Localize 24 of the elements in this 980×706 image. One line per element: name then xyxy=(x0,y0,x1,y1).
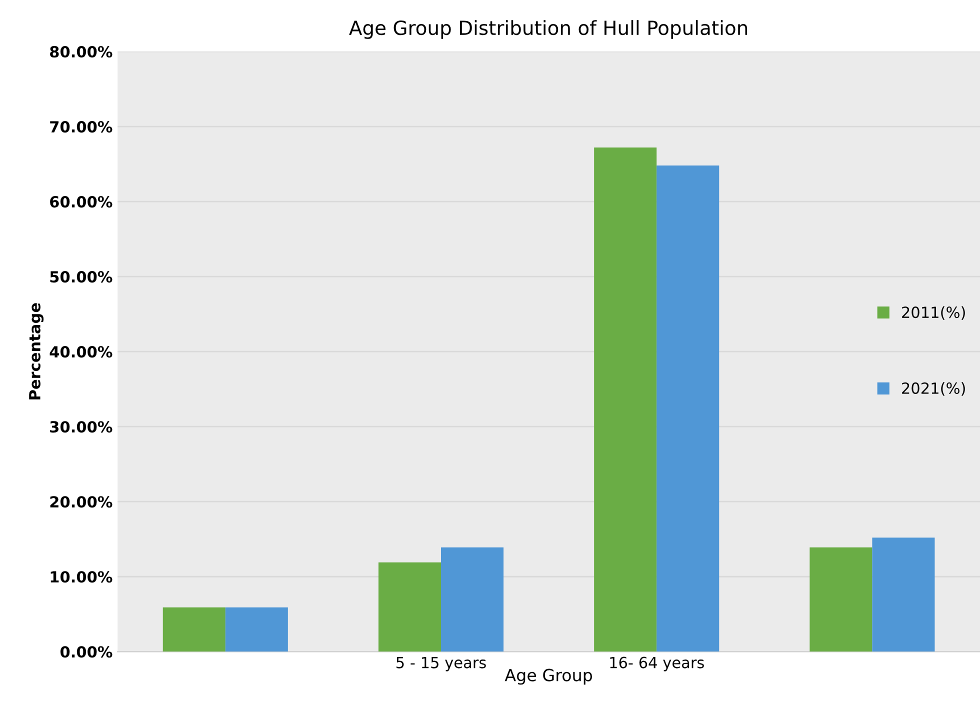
x-axis-title: Age Group xyxy=(504,668,592,685)
y-tick-label: 0.00% xyxy=(60,646,112,658)
x-tick-label: 16- 64 years xyxy=(610,656,704,672)
y-tick-label: 50.00% xyxy=(50,271,112,283)
y-tick-label: 70.00% xyxy=(50,121,112,133)
bar xyxy=(810,547,872,652)
bar xyxy=(594,148,657,652)
bar xyxy=(872,538,935,652)
legend-label: 2011(%) xyxy=(902,306,965,320)
y-tick-label: 10.00% xyxy=(50,571,112,583)
y-tick-label: 80.00% xyxy=(50,46,112,58)
y-tick-label: 60.00% xyxy=(50,196,112,208)
bar xyxy=(656,166,720,652)
legend-label: 2021(%) xyxy=(902,382,965,396)
y-tick-label: 30.00% xyxy=(50,421,112,433)
bar xyxy=(441,547,504,652)
bar xyxy=(378,562,441,652)
x-tick-label: 5 - 15 years xyxy=(396,656,486,672)
bar xyxy=(225,607,288,652)
y-tick-label: 20.00% xyxy=(50,496,112,508)
bar xyxy=(162,607,226,652)
y-tick-label: 40.00% xyxy=(50,346,112,358)
y-axis-title: Percentage xyxy=(29,303,44,400)
chart-title: Age Group Distribution of Hull Population xyxy=(349,20,748,39)
